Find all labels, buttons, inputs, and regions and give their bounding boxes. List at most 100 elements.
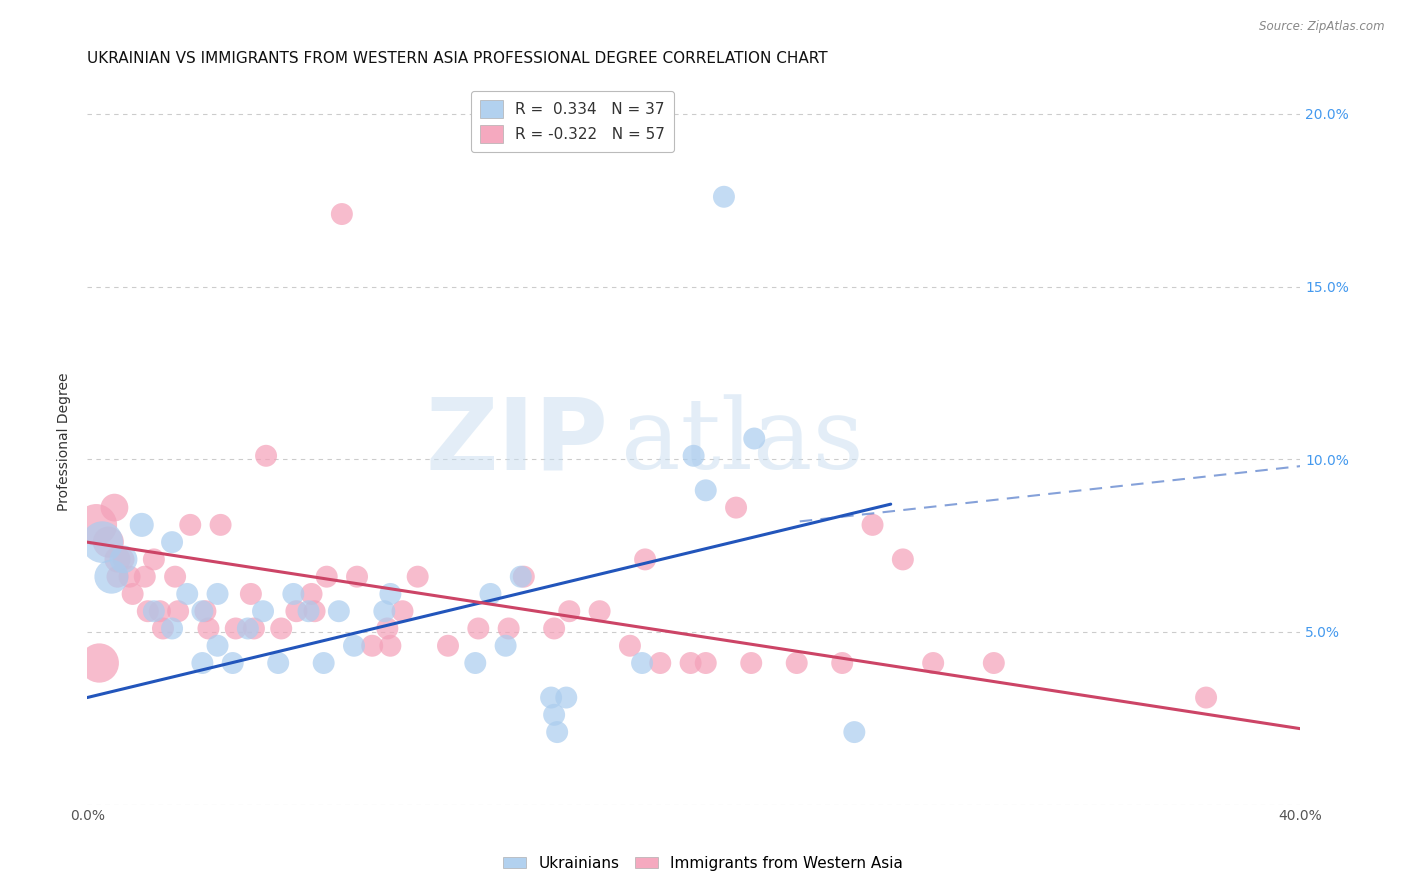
Point [464, 656, 486, 670]
Point [328, 604, 350, 618]
Point [134, 569, 156, 583]
Point [543, 622, 565, 636]
Point [254, 449, 277, 463]
Point [330, 207, 353, 221]
Point [167, 604, 190, 618]
Text: Source: ZipAtlas.com: Source: ZipAtlas.com [1260, 20, 1385, 33]
Point [136, 604, 159, 618]
Point [194, 604, 217, 618]
Point [391, 604, 413, 618]
Point [650, 656, 672, 670]
Point [495, 639, 517, 653]
Point [555, 690, 578, 705]
Point [160, 622, 183, 636]
Point [634, 552, 657, 566]
Point [742, 432, 765, 446]
Point [191, 656, 214, 670]
Point [467, 622, 489, 636]
Point [301, 587, 323, 601]
Point [786, 656, 808, 670]
Point [891, 552, 914, 566]
Point [207, 639, 229, 653]
Point [1195, 690, 1218, 705]
Point [267, 656, 290, 670]
Point [831, 656, 853, 670]
Point [695, 656, 717, 670]
Point [100, 569, 122, 583]
Point [107, 552, 129, 566]
Point [176, 587, 198, 601]
Point [695, 483, 717, 498]
Text: UKRAINIAN VS IMMIGRANTS FROM WESTERN ASIA PROFESSIONAL DEGREE CORRELATION CHART: UKRAINIAN VS IMMIGRANTS FROM WESTERN ASI… [87, 51, 828, 66]
Point [243, 622, 266, 636]
Point [283, 587, 305, 601]
Point [380, 639, 402, 653]
Point [149, 604, 172, 618]
Point [373, 604, 395, 618]
Point [558, 604, 581, 618]
Point [479, 587, 502, 601]
Point [207, 587, 229, 601]
Point [312, 656, 335, 670]
Point [222, 656, 245, 670]
Point [97, 535, 120, 549]
Point [315, 569, 337, 583]
Point [304, 604, 326, 618]
Point [498, 622, 520, 636]
Point [160, 535, 183, 549]
Point [89, 656, 111, 670]
Point [343, 639, 366, 653]
Point [922, 656, 945, 670]
Point [713, 190, 735, 204]
Point [225, 622, 247, 636]
Point [725, 500, 748, 515]
Point [197, 622, 219, 636]
Point [165, 569, 187, 583]
Point [346, 569, 368, 583]
Point [679, 656, 702, 670]
Point [236, 622, 259, 636]
Point [103, 500, 125, 515]
Point [546, 725, 568, 739]
Point [285, 604, 308, 618]
Point [179, 517, 201, 532]
Point [142, 552, 165, 566]
Point [112, 552, 135, 566]
Point [191, 604, 214, 618]
Point [682, 449, 704, 463]
Point [239, 587, 262, 601]
Point [297, 604, 319, 618]
Text: atlas: atlas [621, 394, 863, 490]
Point [131, 517, 153, 532]
Point [152, 622, 174, 636]
Text: ZIP: ZIP [426, 393, 609, 491]
Point [588, 604, 610, 618]
Point [844, 725, 866, 739]
Point [983, 656, 1005, 670]
Point [252, 604, 274, 618]
Point [121, 587, 143, 601]
Point [361, 639, 384, 653]
Point [406, 569, 429, 583]
Point [513, 569, 536, 583]
Legend: Ukrainians, Immigrants from Western Asia: Ukrainians, Immigrants from Western Asia [498, 850, 908, 877]
Point [380, 587, 402, 601]
Point [619, 639, 641, 653]
Legend: R =  0.334   N = 37, R = -0.322   N = 57: R = 0.334 N = 37, R = -0.322 N = 57 [471, 91, 673, 153]
Point [509, 569, 531, 583]
Point [740, 656, 762, 670]
Point [142, 604, 165, 618]
Point [84, 517, 107, 532]
Point [631, 656, 654, 670]
Point [112, 552, 135, 566]
Point [540, 690, 562, 705]
Y-axis label: Professional Degree: Professional Degree [58, 373, 72, 511]
Point [543, 707, 565, 722]
Point [209, 517, 232, 532]
Point [107, 569, 129, 583]
Point [437, 639, 460, 653]
Point [118, 569, 141, 583]
Point [862, 517, 884, 532]
Point [375, 622, 398, 636]
Point [270, 622, 292, 636]
